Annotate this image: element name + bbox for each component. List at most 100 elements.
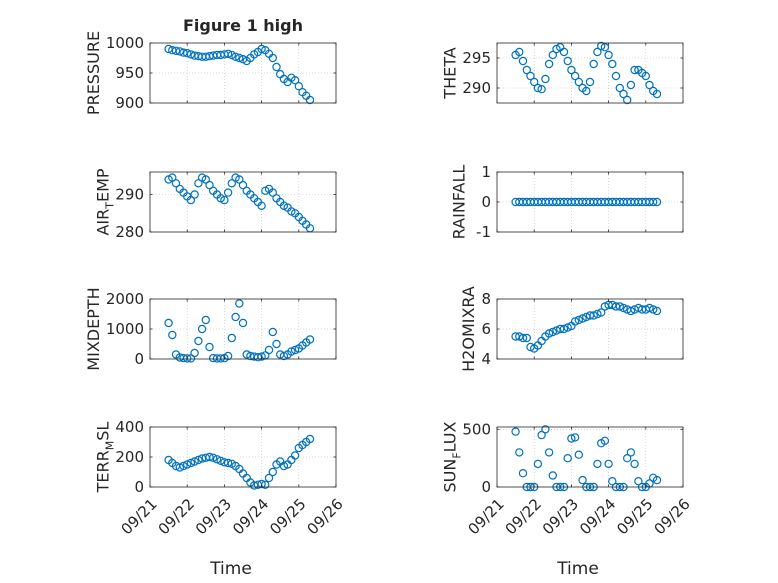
x-tick-label: 09/24 (576, 495, 619, 538)
data-point (268, 53, 277, 63)
data-point (208, 453, 218, 462)
data-point (182, 460, 192, 469)
data-point (578, 314, 587, 323)
data-point (186, 195, 196, 205)
data-point (626, 448, 636, 457)
data-point (615, 302, 625, 311)
y-tick-label: 1000 (106, 320, 144, 338)
y-tick-label: 950 (115, 64, 144, 82)
data-point (197, 324, 207, 334)
data-point (279, 351, 289, 361)
y-axis-label: MIXDEPTH (84, 287, 103, 370)
data-point (257, 352, 266, 361)
data-point (511, 427, 520, 436)
data-point (227, 50, 236, 60)
y-tick-label: 280 (115, 223, 144, 241)
data-point (615, 83, 625, 93)
data-point (205, 180, 214, 190)
x-axis-label: Time (209, 559, 252, 579)
data-point (649, 197, 658, 207)
data-point (305, 335, 315, 344)
data-point (645, 303, 654, 313)
data-point (608, 59, 617, 69)
data-point (227, 333, 236, 343)
data-point (515, 47, 524, 57)
data-point (264, 345, 274, 355)
data-point (578, 475, 587, 485)
y-tick-label: 500 (462, 420, 491, 438)
data-point (231, 52, 240, 62)
data-point (611, 71, 621, 81)
data-point (223, 458, 233, 468)
data-point (515, 448, 524, 457)
data-point (257, 479, 266, 489)
data-point (533, 459, 543, 469)
y-tick-label: 290 (462, 79, 491, 97)
data-point (231, 312, 240, 322)
axes-box (496, 42, 684, 104)
data-point (597, 41, 606, 51)
data-point (168, 173, 177, 182)
data-point (626, 306, 636, 316)
data-point (238, 318, 248, 328)
data-point (526, 71, 535, 81)
data-point (641, 71, 651, 81)
data-point (649, 305, 658, 314)
data-point (652, 89, 662, 99)
data-point (235, 53, 244, 63)
data-point (290, 75, 300, 85)
y-tick-label: 1000 (106, 34, 144, 52)
data-point (630, 65, 639, 75)
data-point (290, 345, 300, 355)
data-point (194, 179, 203, 188)
x-tick-label: 09/24 (229, 495, 272, 538)
data-point (652, 306, 662, 316)
x-tick-label: 09/25 (266, 495, 309, 538)
y-tick-label: 6 (481, 320, 491, 338)
data-point (190, 457, 199, 466)
y-axis-label: RAINFALL (450, 165, 469, 240)
data-point (623, 95, 632, 105)
y-tick-label: 2000 (106, 290, 144, 308)
data-point (522, 333, 532, 343)
data-point (544, 329, 554, 338)
data-point (570, 71, 580, 81)
data-point (585, 77, 595, 87)
y-tick-label: 0 (134, 478, 144, 496)
data-point (272, 62, 281, 72)
data-point (563, 323, 572, 332)
data-point (238, 180, 248, 190)
data-point (567, 65, 576, 75)
x-tick-label: 09/22 (155, 495, 198, 538)
data-point (175, 463, 184, 472)
data-point (567, 434, 576, 443)
data-point (619, 303, 628, 313)
y-tick-label: 4 (481, 350, 491, 368)
data-point (190, 348, 199, 358)
y-tick-label: -1 (476, 223, 491, 241)
data-point (604, 50, 613, 60)
data-point (593, 459, 602, 469)
data-point (164, 318, 173, 328)
data-point (220, 195, 229, 205)
data-point (287, 347, 296, 356)
data-point (171, 46, 181, 56)
data-point (541, 425, 550, 434)
data-point (179, 48, 188, 57)
y-tick-label: 200 (115, 448, 144, 466)
subplot-rainfall: -1 0 1 RAINFALL (450, 163, 684, 241)
data-point (537, 84, 546, 94)
data-point (171, 179, 181, 188)
data-point (548, 471, 558, 480)
data-point (548, 50, 558, 60)
data-point (563, 56, 572, 66)
data-point (630, 459, 639, 469)
data-point (518, 56, 528, 66)
data-point (518, 469, 528, 478)
data-point (268, 188, 277, 197)
data-point (305, 95, 315, 105)
plot-area (497, 427, 683, 487)
